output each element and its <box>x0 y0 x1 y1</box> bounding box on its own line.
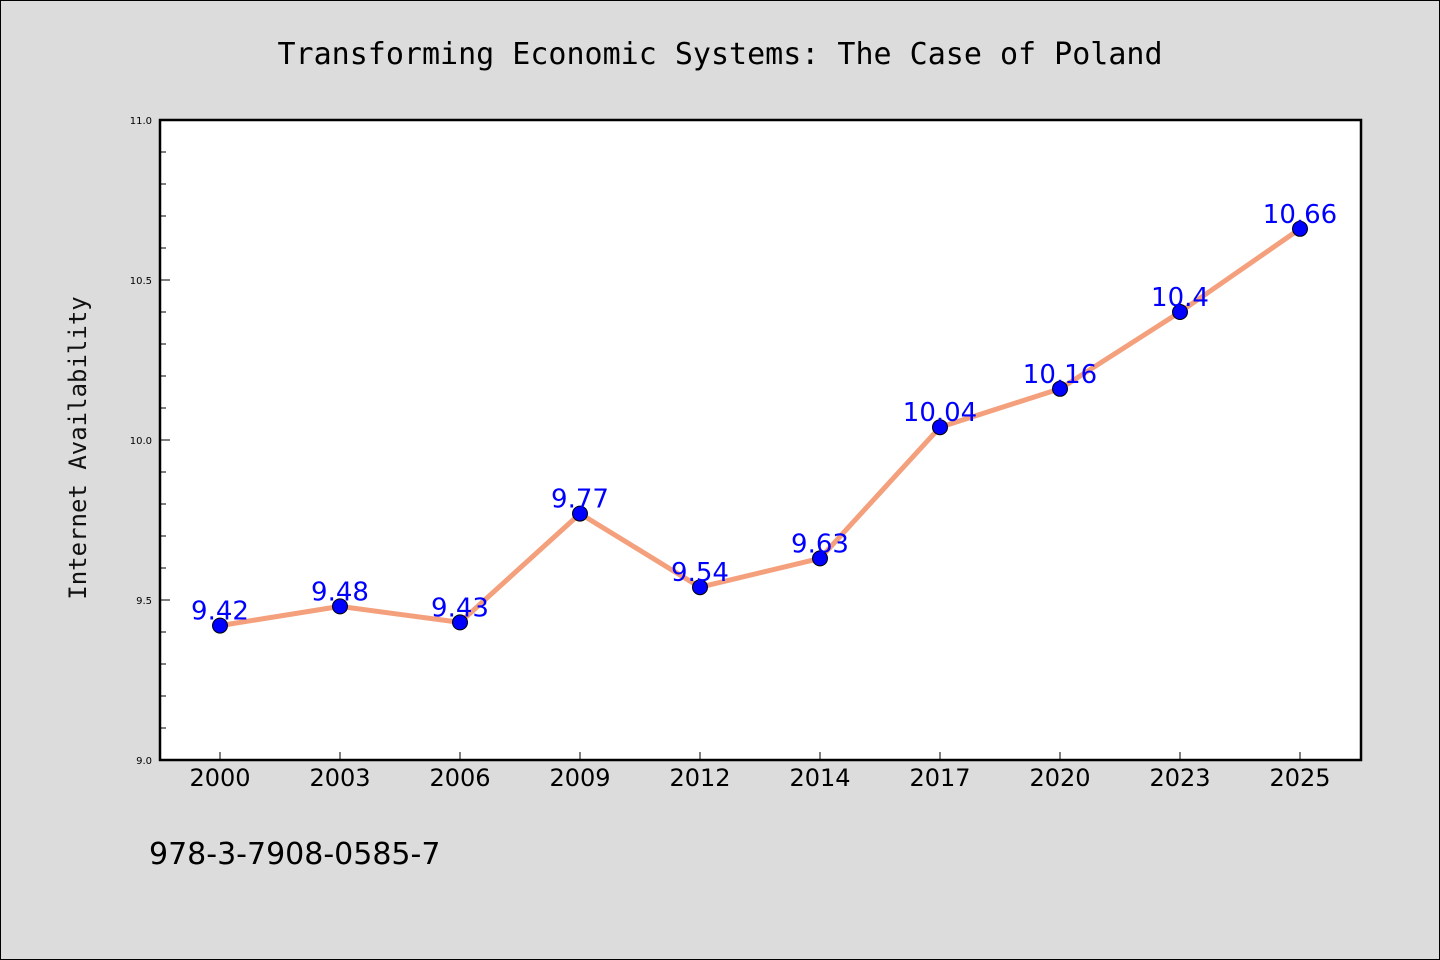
data-point <box>212 617 228 634</box>
x-axis: 2000 2003 2006 2009 2012 2014 2017 2020 2023 2025 <box>189 752 1331 792</box>
data-label: 10.66 <box>1263 200 1337 230</box>
y-tick-label: 10.0 <box>130 436 152 447</box>
x-tick-label: 2014 <box>789 764 850 792</box>
data-label: 10.4 <box>1151 283 1209 313</box>
x-tick-label: 2023 <box>1149 764 1210 792</box>
isbn-text: 978-3-7908-0585-7 <box>149 837 440 872</box>
plot-border <box>158 118 1363 762</box>
data-label: 9.43 <box>431 593 489 623</box>
data-label: 9.42 <box>191 597 249 627</box>
series-line <box>217 226 1303 629</box>
data-label: 9.54 <box>671 558 729 588</box>
data-label: 9.63 <box>791 529 849 559</box>
y-tick-label: 9.0 <box>136 756 152 767</box>
x-tick-label: 2006 <box>429 764 490 792</box>
data-label: 10.04 <box>903 398 977 428</box>
data-point <box>1052 380 1068 397</box>
data-label: 9.77 <box>551 485 609 515</box>
x-tick-label: 2025 <box>1269 764 1330 792</box>
chart-title: Transforming Economic Systems: The Case … <box>277 37 1162 72</box>
y-tick-label: 11.0 <box>130 116 152 127</box>
data-label: 10.16 <box>1023 360 1097 390</box>
x-tick-label: 2000 <box>189 764 250 792</box>
data-point <box>1292 220 1308 237</box>
x-tick-label: 2012 <box>669 764 730 792</box>
data-label: 9.48 <box>311 577 369 607</box>
plot-area <box>160 120 1361 760</box>
data-point <box>1172 304 1188 320</box>
data-point <box>812 550 828 567</box>
data-point <box>452 614 468 631</box>
x-tick-label: 2017 <box>909 764 970 792</box>
data-point <box>572 505 588 522</box>
x-tick-label: 2003 <box>309 764 370 792</box>
x-tick-label: 2009 <box>549 764 610 792</box>
data-point <box>692 579 708 596</box>
series-layer <box>212 220 1308 634</box>
data-point <box>932 419 948 436</box>
data-label-layer: 9.42 9.48 9.43 9.77 9.54 9.63 10.04 10.16 10.4 10… <box>191 200 1337 627</box>
data-point <box>332 598 348 615</box>
y-axis-label: Internet Availability <box>64 296 92 599</box>
y-tick-label: 10.5 <box>130 276 152 287</box>
x-tick-label: 2020 <box>1029 764 1090 792</box>
y-tick-label: 9.5 <box>136 596 152 607</box>
